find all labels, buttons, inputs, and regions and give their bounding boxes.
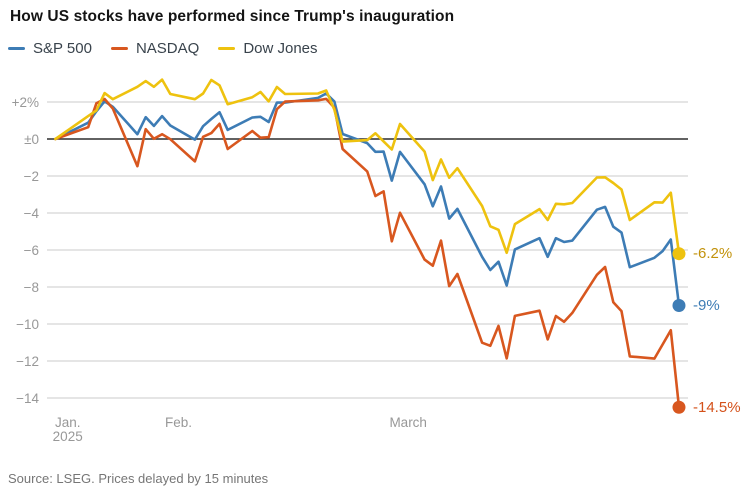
end-label-dowjones: -6.2%	[693, 245, 733, 263]
legend-item-sp500: S&P 500	[8, 40, 92, 57]
y-tick-label: ±0	[24, 131, 39, 147]
endpoint-dot-nasdaq	[672, 400, 686, 414]
chart-title: How US stocks have performed since Trump…	[10, 8, 455, 25]
end-label-sp500: -9%	[693, 297, 720, 314]
legend: S&P 500 NASDAQ Dow Jones	[8, 40, 337, 57]
legend-item-nasdaq: NASDAQ	[110, 40, 200, 57]
y-tick-label: −2	[23, 168, 39, 184]
y-tick-label: −14	[16, 390, 39, 406]
source-note: Source: LSEG. Prices delayed by 15 minut…	[8, 471, 269, 486]
endpoint-dot-sp500	[672, 299, 686, 312]
legend-label-nasdaq: NASDAQ	[135, 40, 200, 57]
y-tick-label: −12	[16, 353, 39, 369]
legend-swatch-sp500	[8, 46, 25, 51]
line-nasdaq	[54, 97, 681, 409]
legend-swatch-nasdaq	[110, 46, 128, 51]
legend-label-dowjones: Dow Jones	[243, 40, 318, 57]
x-tick-sublabel: 2025	[52, 429, 83, 444]
line-dowjones	[54, 78, 681, 255]
x-tick-label-jan: Jan. 2025	[23, 416, 113, 444]
legend-label-sp500: S&P 500	[33, 40, 92, 57]
end-label-nasdaq: -14.5%	[693, 398, 741, 416]
legend-item-dowjones: Dow Jones	[218, 40, 318, 57]
x-tick-label-feb: Feb.	[164, 415, 192, 430]
y-tick-label: −6	[23, 242, 39, 258]
y-tick-label: −4	[23, 205, 39, 221]
x-tick-label-march: March	[389, 415, 427, 430]
legend-swatch-dowjones	[218, 46, 236, 51]
y-tick-label: +2%	[11, 94, 39, 110]
line-sp500	[54, 92, 681, 307]
endpoint-dot-dowjones	[672, 247, 686, 261]
y-tick-label: −8	[23, 279, 39, 295]
y-tick-label: −10	[16, 316, 39, 332]
